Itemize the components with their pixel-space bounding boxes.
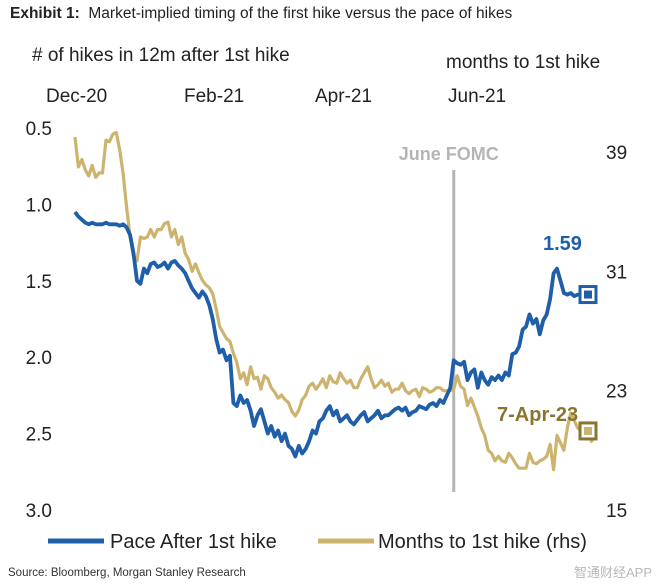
watermark: 智通财经APP	[573, 565, 652, 580]
series-line-pace-after-first-hike	[73, 210, 588, 459]
left-tick-label: 1.0	[26, 195, 52, 216]
months-end-annotation: 7-Apr-23	[497, 404, 578, 426]
left-tick-label: 2.5	[26, 425, 52, 446]
right-axis-title: months to 1st hike	[446, 52, 601, 73]
chart-title: Exhibit 1: Market-implied timing of the …	[10, 5, 512, 23]
left-tick-label: 0.5	[26, 119, 52, 140]
right-tick-label: 15	[606, 501, 627, 522]
right-tick-label: 31	[606, 262, 627, 283]
exhibit-label: Exhibit 1:	[10, 5, 80, 22]
x-tick-label-1: Feb-21	[184, 86, 245, 107]
series-line-months-to-first-hike	[73, 131, 597, 472]
title-text: Market-implied timing of the first hike …	[88, 5, 513, 22]
x-tick-label-2: Apr-21	[315, 86, 373, 107]
legend-label-months: Months to 1st hike (rhs)	[378, 531, 587, 553]
x-tick-label-3: Jun-21	[448, 86, 507, 107]
source-note: Source: Bloomberg, Morgan Stanley Resear…	[8, 567, 246, 579]
legend-label-pace: Pace After 1st hike	[110, 531, 277, 553]
pace-end-marker-inner	[584, 290, 592, 299]
right-tick-label: 23	[606, 382, 627, 403]
pace-end-annotation: 1.59	[543, 233, 582, 255]
june-fomc-label: June FOMC	[399, 144, 499, 164]
left-tick-label: 3.0	[26, 501, 52, 522]
left-axis-title: # of hikes in 12m after 1st hike	[32, 45, 290, 66]
x-tick-label-0: Dec-20	[46, 86, 108, 107]
months-end-marker-inner	[584, 426, 592, 435]
right-tick-label: 39	[606, 143, 627, 164]
left-tick-label: 2.0	[26, 348, 52, 369]
left-tick-label: 1.5	[26, 272, 52, 293]
